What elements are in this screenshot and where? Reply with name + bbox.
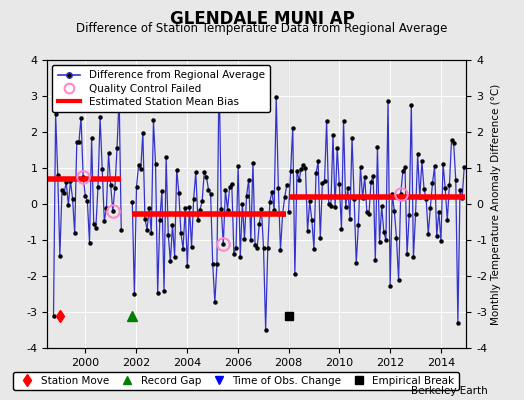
Legend: Station Move, Record Gap, Time of Obs. Change, Empirical Break: Station Move, Record Gap, Time of Obs. C… xyxy=(13,372,458,390)
Text: Difference of Station Temperature Data from Regional Average: Difference of Station Temperature Data f… xyxy=(77,22,447,35)
Text: GLENDALE MUNI AP: GLENDALE MUNI AP xyxy=(170,10,354,28)
Y-axis label: Monthly Temperature Anomaly Difference (°C): Monthly Temperature Anomaly Difference (… xyxy=(492,83,501,325)
Text: Berkeley Earth: Berkeley Earth xyxy=(411,386,487,396)
